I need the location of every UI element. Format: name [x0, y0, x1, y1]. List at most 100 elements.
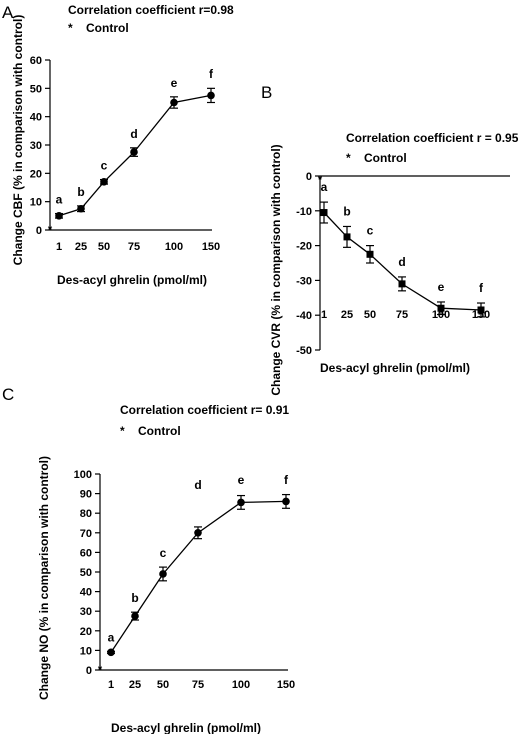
panel-b-point-label: f [479, 281, 484, 295]
panel-c-data-point [282, 497, 290, 506]
panel-b-y-tick-label: -30 [296, 275, 312, 287]
panel-b-control-star: * [346, 151, 351, 165]
panel-c-y-axis-label: Change NO (% in comparison with control) [37, 456, 51, 700]
panel-b-data-point [343, 233, 351, 241]
panel-c-x-tick-label: 50 [157, 679, 169, 691]
panel-c-y-tick-label: 80 [80, 508, 92, 520]
panel-c-point-label: e [238, 473, 245, 487]
panel-c-x-tick-label: 150 [277, 679, 295, 691]
panel-c-data-point [194, 529, 202, 537]
panel-b-point-label: a [321, 180, 328, 194]
panel-c-x-tick-label: 25 [129, 679, 141, 691]
panel-c-point-label: d [194, 478, 201, 492]
panel-a-data-point [100, 178, 108, 186]
panel-c-y-tick-label: 30 [80, 606, 92, 618]
panel-b-x-tick-label: 25 [341, 309, 353, 321]
panel-b-y-tick-label: -50 [296, 345, 312, 357]
panel-a-x-tick-label: 75 [128, 241, 140, 253]
panel-b-point-label: d [398, 255, 405, 269]
panel-c-y-tick-label: 10 [80, 645, 92, 657]
panel-c-y-tick-label: 20 [80, 626, 92, 638]
panel-a-control-label: Control [86, 21, 129, 35]
panel-b-y-axis-label: Change CVR (% in comparison with control… [269, 144, 283, 395]
panel-c-data-point [107, 648, 115, 657]
panel-a-series-line [58, 94, 212, 217]
panel-a-y-tick-label: 60 [30, 55, 42, 67]
panel-b-series-line [323, 212, 482, 311]
panel-a-point-label: a [56, 193, 63, 207]
panel-a-data-point [77, 204, 85, 213]
panel-b-y-tick-label: -40 [296, 310, 312, 322]
panel-a-x-axis-label: Des-acyl ghrelin (pmol/ml) [57, 273, 207, 287]
panel-b-data-point [398, 280, 406, 288]
panel-a-point-label: e [171, 76, 178, 90]
panel-b-data-point [477, 306, 485, 314]
panel-b-letter: B [261, 83, 272, 102]
panel-c-correlation: Correlation coefficient r= 0.91 [120, 403, 289, 417]
panel-c-x-tick-label: 1 [108, 679, 114, 691]
panel-c-point-label: c [160, 546, 167, 560]
panel-a-y-tick-label: 10 [30, 197, 42, 209]
panel-c-letter: C [2, 385, 14, 404]
panel-c-data-point [159, 570, 167, 578]
panel-c-point-label: f [284, 473, 289, 487]
panel-a-control-star: * [68, 21, 73, 35]
panel-c-x-tick-label: 75 [192, 679, 204, 691]
panel-a-y-tick-label: 20 [30, 168, 42, 180]
panel-b-control-label: Control [364, 151, 407, 165]
panel-b-data-point [437, 304, 445, 312]
panel-c-data-point [131, 612, 139, 620]
panel-a-x-tick-label: 100 [165, 241, 183, 253]
panel-c: C Correlation coefficient r= 0.91 * Cont… [2, 385, 295, 734]
panel-c-y-tick-label: 90 [80, 489, 92, 501]
panel-a-point-label: d [130, 127, 137, 141]
panel-a-x-tick-label: 25 [75, 241, 87, 253]
panel-b-x-axis-label: Des-acyl ghrelin (pmol/ml) [320, 361, 470, 375]
panel-a-point-label: c [101, 159, 108, 173]
panel-a-y-tick-label: 30 [30, 140, 42, 152]
panel-a-y-tick-label: 40 [30, 112, 42, 124]
panel-a-data-point [130, 148, 138, 156]
panel-a-y-tick-label: 0 [36, 225, 42, 237]
panel-a-correlation: Correlation coefficient r=0.98 [68, 3, 234, 17]
panel-a-point-label: f [209, 67, 214, 81]
panel-b-data-point [320, 209, 328, 217]
panel-c-control-label: Control [138, 424, 181, 438]
panel-a-x-tick-label: 50 [98, 241, 110, 253]
panel-a-letter: A [2, 3, 14, 22]
panel-b: B Correlation coefficient r = 0.95 * Con… [261, 83, 519, 396]
panel-b-y-tick-label: -20 [296, 241, 312, 253]
panel-b-y-tick-label: 0 [306, 171, 312, 183]
panel-c-point-label: b [131, 591, 138, 605]
panel-c-y-tick-label: 100 [74, 469, 92, 481]
panel-b-point-label: c [367, 224, 374, 238]
panel-a-x-tick-label: 150 [202, 241, 220, 253]
panel-a-data-point [207, 91, 215, 100]
panel-a-data-point [170, 98, 178, 107]
panel-b-correlation: Correlation coefficient r = 0.95 [346, 131, 519, 145]
panel-b-x-tick-label: 1 [321, 309, 327, 321]
panel-c-point-label: a [108, 630, 115, 644]
panel-c-y-tick-label: 50 [80, 567, 92, 579]
panel-c-series-line [110, 500, 287, 653]
panel-b-x-tick-label: 50 [364, 309, 376, 321]
panel-c-y-tick-label: 40 [80, 587, 92, 599]
panel-a-y-tick-label: 50 [30, 83, 42, 95]
panel-c-y-tick-label: 0 [86, 665, 92, 677]
panel-a-point-label: b [77, 185, 84, 199]
panel-c-y-tick-label: 70 [80, 528, 92, 540]
panel-b-x-tick-label: 75 [396, 309, 408, 321]
panel-c-y-tick-label: 60 [80, 547, 92, 559]
panel-c-x-axis-label: Des-acyl ghrelin (pmol/ml) [111, 721, 261, 734]
panel-c-control-star: * [120, 424, 125, 438]
panel-b-point-label: b [343, 204, 350, 218]
panel-b-data-point [366, 250, 374, 258]
panel-a-x-tick-label: 1 [56, 241, 62, 253]
panel-a-data-point [55, 212, 63, 220]
panel-c-data-point [237, 498, 245, 507]
panel-a: A Correlation coefficient r=0.98 * Contr… [2, 3, 234, 287]
panel-b-y-tick-label: -10 [296, 206, 312, 218]
panel-a-y-axis-label: Change CBF (% in comparison with control… [11, 15, 25, 266]
panel-b-point-label: e [438, 280, 445, 294]
